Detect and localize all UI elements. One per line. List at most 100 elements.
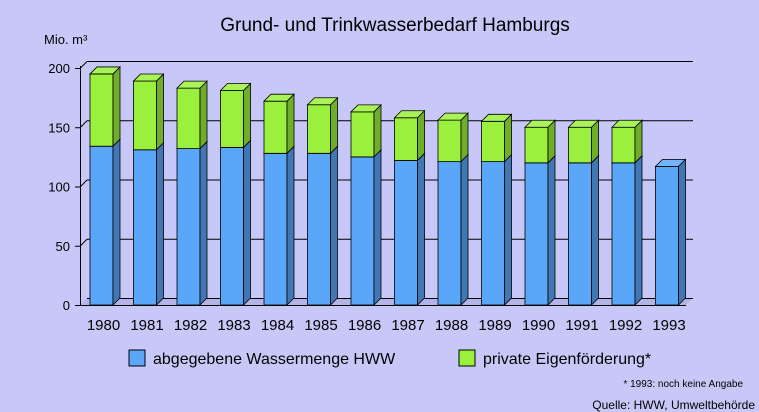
bar-1981-hww <box>132 141 165 306</box>
bar-front <box>307 104 331 154</box>
x-tick-label: 1982 <box>174 317 207 334</box>
bar-side <box>634 154 643 306</box>
bar-1985-private <box>306 96 339 155</box>
bar-side <box>286 145 295 306</box>
legend-swatch-hww <box>128 349 146 367</box>
bar-1988-private <box>437 112 469 163</box>
bar-top <box>263 93 295 102</box>
bar-front <box>611 162 636 306</box>
bar-front <box>568 162 592 306</box>
x-tick-label: 1986 <box>348 317 381 334</box>
x-tick-label: 1985 <box>304 317 337 334</box>
bar-1990-private <box>524 119 556 164</box>
bar-side <box>373 148 382 306</box>
bar-1983-hww <box>219 139 252 306</box>
bar-front <box>89 73 114 147</box>
y-tick-label: 100 <box>48 180 70 195</box>
bar-front <box>394 160 418 306</box>
bar-1983-private <box>219 82 252 149</box>
bar-1989-hww <box>480 153 513 306</box>
chart-title: Grund- und Trinkwasserbedarf Hamburgs <box>220 15 570 36</box>
bar-top <box>654 158 687 167</box>
legend: abgegebene Wassermenge HWW private Eigen… <box>128 349 651 368</box>
bar-front <box>263 152 288 306</box>
bar-top <box>480 113 513 122</box>
y-tick-label: 0 <box>63 298 70 313</box>
bar-top <box>611 119 643 128</box>
bar-side <box>460 112 469 163</box>
bar-side <box>199 140 208 306</box>
bar-side <box>199 80 208 150</box>
bar-front <box>89 145 114 306</box>
bar-front <box>350 111 375 158</box>
bar-1984-private <box>263 93 295 155</box>
bar-side <box>112 138 121 306</box>
bar-front <box>394 117 418 161</box>
bar-front <box>524 162 549 306</box>
bar-1986-private <box>350 103 382 158</box>
legend-swatch-private <box>458 349 476 367</box>
bar-front <box>176 87 201 149</box>
x-tick-label: 1993 <box>652 317 685 334</box>
x-tick-label: 1990 <box>522 317 555 334</box>
x-tick-label: 1992 <box>609 317 642 334</box>
x-tick-label: 1981 <box>130 317 163 334</box>
bar-side <box>243 139 251 306</box>
x-tick-label: 1980 <box>87 317 120 334</box>
x-tick-label: 1987 <box>391 317 424 334</box>
bar-1992-hww <box>611 154 643 306</box>
floor <box>80 298 693 305</box>
bar-side <box>243 82 251 149</box>
bar-front <box>350 156 375 306</box>
bar-1982-hww <box>176 140 208 306</box>
x-tick-label: 1988 <box>435 317 468 334</box>
bar-side <box>112 65 121 148</box>
bar-top <box>306 97 339 106</box>
gridline-stub <box>79 238 88 247</box>
bar-1987-private <box>393 109 426 162</box>
bar-1986-hww <box>350 148 382 306</box>
legend-label-private: private Eigenförderung* <box>483 351 651 368</box>
x-tick-label: 1989 <box>478 317 511 334</box>
bar-side <box>286 93 295 155</box>
bar-front <box>481 161 505 306</box>
y-axis: 0 50 100 150 200 <box>48 61 686 313</box>
x-tick-label: 1984 <box>261 317 294 334</box>
bar-1988-hww <box>437 153 469 306</box>
bar-side <box>373 103 382 158</box>
y-axis-label: Mio. m³ <box>44 32 88 47</box>
source-note: Quelle: HWW, Umweltbehörde <box>592 398 755 412</box>
bar-side <box>460 153 469 306</box>
bar-1993-hww <box>654 158 687 306</box>
bar-top <box>89 66 121 75</box>
bar-top <box>176 80 208 89</box>
bar-side <box>547 154 556 306</box>
bars <box>89 65 687 306</box>
bar-1984-hww <box>263 145 295 306</box>
bar-front <box>524 126 549 164</box>
bar-front <box>568 126 592 164</box>
bar-1991-private <box>567 119 600 164</box>
bar-1987-hww <box>393 152 426 306</box>
x-tick-label: 1991 <box>565 317 598 334</box>
bar-side <box>504 153 512 306</box>
bar-front <box>307 152 331 306</box>
x-tick-label: 1983 <box>217 317 250 334</box>
y-tick-label: 50 <box>56 239 70 254</box>
bar-front <box>437 161 462 306</box>
bar-front <box>133 149 157 306</box>
bar-front <box>481 120 505 163</box>
bar-front <box>611 126 636 164</box>
bar-side <box>417 152 425 306</box>
bar-1991-hww <box>567 154 600 306</box>
bar-front <box>220 146 244 306</box>
bar-side <box>504 113 512 163</box>
gridline-stub <box>79 120 88 129</box>
bar-side <box>591 154 599 306</box>
footnote: * 1993: noch keine Angabe <box>623 379 743 390</box>
bar-side <box>417 109 425 162</box>
bar-1992-private <box>611 119 643 164</box>
y-tick-label: 150 <box>48 120 70 135</box>
bar-top <box>219 83 252 91</box>
bar-front <box>176 148 201 306</box>
